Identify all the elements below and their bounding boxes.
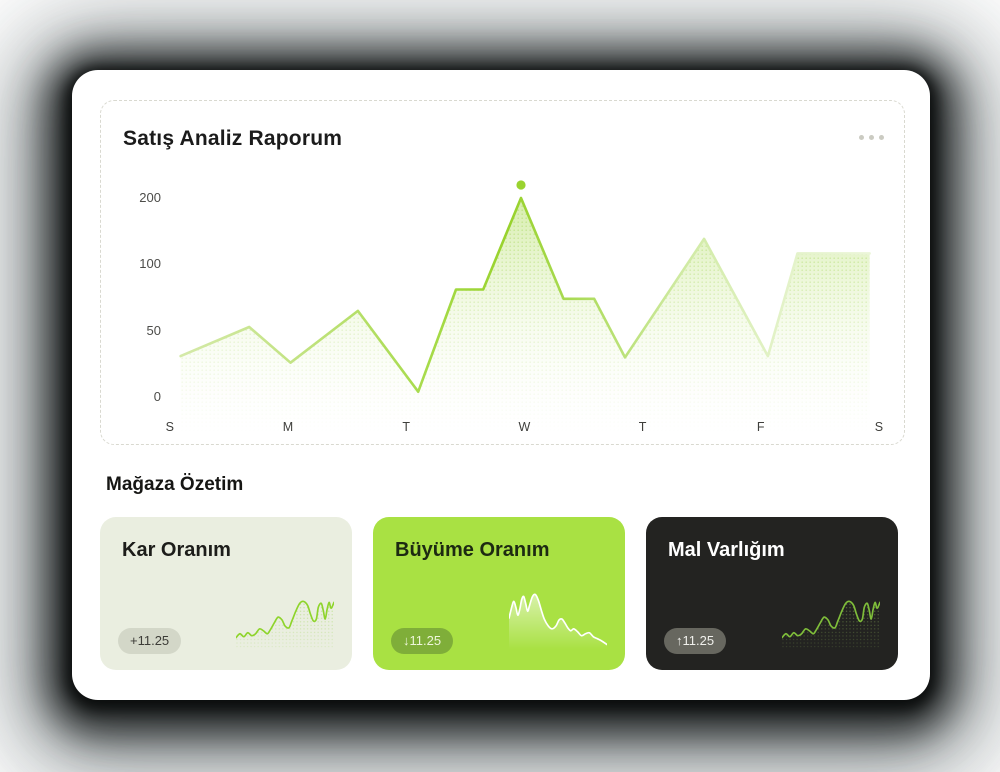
sparkline-chart (781, 592, 881, 650)
page-title: Satış Analiz Raporum (123, 127, 343, 150)
stat-card-buyume-oranim[interactable]: Büyüme Oranım ↓11.25 (373, 517, 625, 670)
stat-card-title: Kar Oranım (122, 539, 231, 561)
y-axis-tick-label: 200 (139, 190, 161, 205)
ellipsis-dot-icon (879, 135, 884, 140)
y-axis-tick-label: 50 (146, 323, 161, 338)
y-axis-tick-label: 0 (153, 389, 161, 404)
more-options-button[interactable] (859, 135, 884, 140)
x-axis-tick-label: T (402, 420, 411, 434)
trend-badge: ↓11.25 (391, 628, 454, 654)
x-axis-tick-label: S (874, 420, 884, 434)
trend-badge: ↑11.25 (664, 628, 727, 654)
x-axis-tick-label: M (282, 420, 294, 434)
y-axis-tick-label: 100 (139, 256, 161, 271)
stat-card-kar-oranim[interactable]: Kar Oranım +11.25 (100, 517, 352, 670)
stat-card-title: Büyüme Oranım (395, 539, 550, 561)
x-axis-tick-label: T (638, 420, 647, 434)
stat-card-mal-varligim[interactable]: Mal Varlığım ↑11.25 (646, 517, 898, 670)
ellipsis-dot-icon (859, 135, 864, 140)
sparkline-chart (235, 592, 335, 650)
highlight-dot (516, 180, 526, 190)
summary-cards-row: Kar Oranım +11.25 Büyüme Oranım (100, 517, 898, 670)
sales-report-card: Satış Analiz Raporum (100, 100, 905, 445)
trend-badge: +11.25 (118, 628, 182, 654)
x-axis-tick-label: F (756, 420, 765, 434)
stat-card-title: Mal Varlığım (668, 539, 785, 561)
ellipsis-dot-icon (869, 135, 874, 140)
dashboard-panel: Satış Analiz Raporum (72, 70, 930, 700)
section-heading: Mağaza Özetim (106, 474, 244, 495)
sales-area-chart (101, 101, 904, 444)
x-axis-tick-label: W (518, 420, 531, 434)
x-axis-tick-label: S (165, 420, 175, 434)
sparkline-chart (508, 592, 608, 650)
